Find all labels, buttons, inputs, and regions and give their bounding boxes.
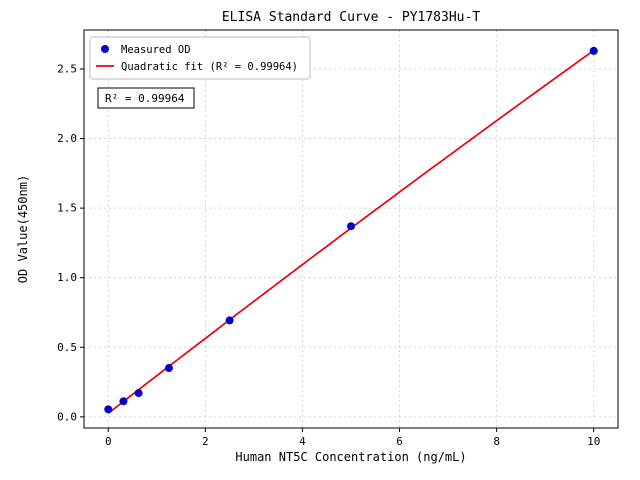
x-tick-label: 8 — [493, 435, 500, 448]
x-tick-label: 10 — [587, 435, 600, 448]
data-point — [164, 364, 173, 373]
x-axis-label: Human NT5C Concentration (ng/mL) — [235, 450, 466, 464]
legend: Measured OD Quadratic fit (R² = 0.99964) — [89, 36, 311, 80]
plot-layer — [104, 46, 598, 414]
x-tick-label: 0 — [105, 435, 112, 448]
y-tick-label: 1.0 — [57, 271, 77, 284]
chart-title: ELISA Standard Curve - PY1783Hu-T — [222, 10, 480, 25]
data-point — [225, 316, 234, 325]
plot-frame — [83, 29, 619, 429]
y-axis-label: OD Value(450nm) — [16, 175, 30, 283]
y-tick-label: 1.5 — [57, 202, 77, 215]
data-point — [104, 405, 113, 414]
legend-label-fit-line: Quadratic fit (R² = 0.99964) — [121, 61, 298, 73]
annotation-text: R² = 0.99964 — [105, 92, 185, 105]
y-tick-label: 2.5 — [57, 62, 77, 75]
data-point — [347, 222, 355, 231]
legend-box — [89, 36, 311, 80]
data-point — [119, 397, 128, 406]
grid-layer — [84, 30, 618, 428]
x-tick-label: 2 — [202, 435, 209, 448]
r-squared-annotation: R² = 0.99964 — [97, 87, 195, 109]
y-tick-label: 2.0 — [57, 132, 77, 145]
annotation-box — [97, 87, 195, 109]
data-point — [589, 46, 598, 55]
data-point — [134, 389, 143, 398]
tick-layer: 0 2 4 6 8 10 0.0 0.5 1.0 1.5 2.0 2.5 — [57, 62, 600, 448]
x-tick-label: 6 — [396, 435, 403, 448]
legend-marker-measured-od — [101, 45, 109, 53]
legend-label-measured-od: Measured OD — [121, 44, 191, 56]
y-tick-label: 0.0 — [57, 410, 77, 423]
y-tick-label: 0.5 — [57, 341, 77, 354]
x-tick-label: 4 — [299, 435, 306, 448]
